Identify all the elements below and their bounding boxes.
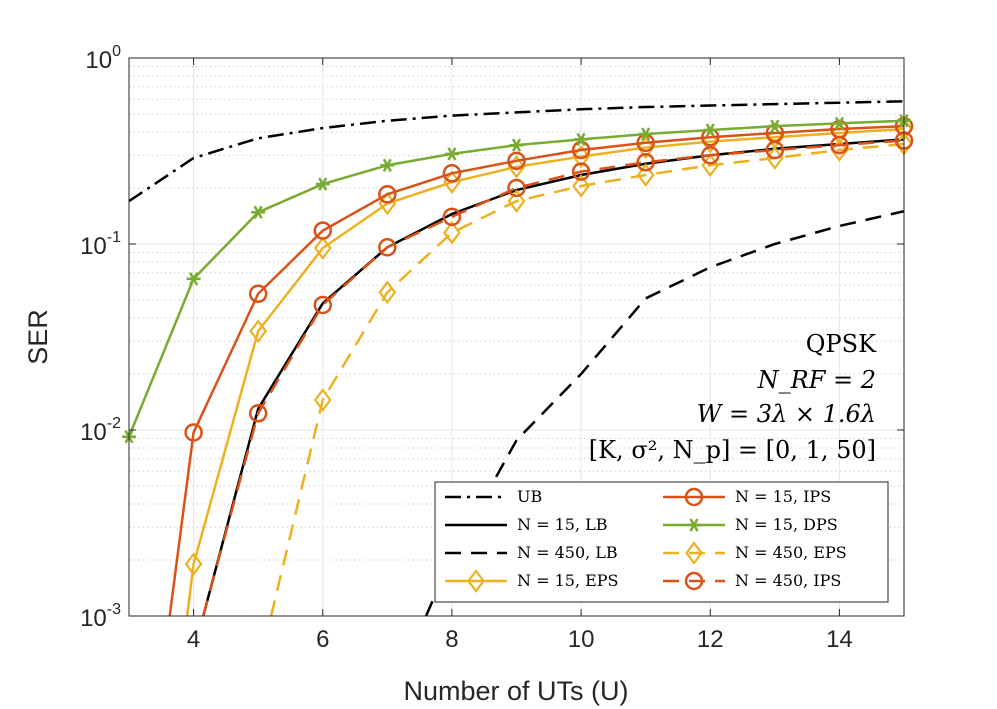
legend-box: [434, 481, 889, 603]
data-point: [767, 119, 782, 133]
legend-marker: [687, 518, 701, 532]
data-point: [638, 127, 653, 141]
legend-entry: N = 450, IPS: [663, 571, 841, 591]
x-tick-label: 12: [697, 626, 724, 653]
data-point: [442, 164, 462, 183]
data-point: [248, 284, 268, 304]
data-point: [507, 151, 526, 171]
annotation-aperture: W = 3λ × 1.6λ: [697, 400, 876, 428]
x-axis-label: Number of UTs (U): [403, 676, 628, 706]
data-point: [636, 163, 655, 187]
tick-marks: [129, 57, 904, 617]
legend-label: N = 450, EPS: [735, 543, 847, 562]
data-point: [832, 116, 847, 131]
data-point: [703, 123, 718, 137]
x-tick-label: 4: [187, 626, 200, 653]
data-point: [574, 132, 589, 147]
annotation-modulation: QPSK: [806, 330, 877, 358]
data-point: [765, 140, 785, 160]
legend-entry: UB: [445, 487, 542, 506]
legend-entry: N = 15, EPS: [445, 569, 619, 593]
series-line: [202, 139, 904, 616]
series-line: [129, 100, 904, 203]
data-point: [313, 388, 332, 412]
y-tick-label: 10-1: [80, 229, 121, 260]
x-tick-label: 14: [826, 626, 853, 653]
y-tick-label: 100: [85, 43, 121, 74]
data-point: [444, 147, 459, 161]
legend-marker: [685, 541, 703, 565]
data-point: [248, 404, 268, 423]
data-point: [313, 295, 332, 315]
y-tick-label: 10-2: [80, 415, 121, 446]
data-point: [184, 423, 203, 442]
plot-frame: [128, 57, 905, 617]
data-point: [186, 272, 201, 286]
legend-label: N = 15, LB: [517, 515, 608, 534]
legend-marker: [684, 487, 704, 507]
data-point: [249, 319, 268, 343]
data-point: [315, 177, 330, 191]
data-point: [571, 162, 591, 181]
y-tick-label: 10-3: [80, 601, 121, 632]
legend-entry: N = 450, LB: [445, 543, 618, 562]
data-point: [380, 158, 395, 172]
data-point: [509, 138, 524, 152]
series-line: [168, 124, 904, 616]
legend-label: UB: [517, 487, 542, 506]
legend-label: N = 15, DPS: [735, 515, 838, 534]
legend-marker: [467, 569, 485, 593]
data-point: [507, 154, 526, 179]
data-point: [313, 221, 332, 240]
legend-marker: [684, 571, 704, 591]
data-point: [572, 174, 590, 198]
legend-label: N = 15, IPS: [735, 487, 831, 506]
data-point: [378, 185, 397, 204]
annotation-params: [K, σ², N_p] = [0, 1, 50]: [589, 436, 876, 464]
x-tick-label: 8: [445, 626, 458, 653]
series-line: [269, 142, 904, 616]
data-point: [378, 238, 397, 257]
annotation-box: QPSK N_RF = 2 W = 3λ × 1.6λ [K, σ², N_p]…: [589, 330, 877, 464]
series-line: [185, 127, 904, 616]
y-tick-labels: 10-3 10-2 10-1 100: [80, 43, 121, 632]
x-tick-labels: 4 6 8 10 12 14: [187, 626, 853, 653]
legend-label: N = 450, LB: [517, 543, 618, 562]
legend-label: N = 450, IPS: [735, 571, 841, 590]
data-point: [830, 135, 849, 155]
data-point: [571, 140, 591, 160]
data-point: [507, 178, 526, 198]
data-point: [572, 144, 590, 169]
data-point: [636, 153, 655, 172]
annotation-nrf: N_RF = 2: [757, 366, 876, 394]
legend-label: N = 15, EPS: [517, 571, 619, 590]
data-point: [701, 146, 720, 165]
data-point: [313, 236, 332, 260]
x-tick-label: 6: [316, 626, 329, 653]
series-0: [129, 100, 904, 203]
data-point: [251, 205, 266, 220]
legend-entry: N = 15, IPS: [663, 487, 831, 507]
data-point: [184, 552, 203, 576]
legend: UB N = 15, IPS N = 15, LB N = 15, DPS N = 45…: [434, 481, 889, 603]
y-axis-label: SER: [23, 309, 53, 365]
legend-entry: N = 15, LB: [445, 515, 608, 534]
data-point: [507, 189, 526, 213]
data-point: [442, 207, 462, 227]
data-point: [378, 280, 397, 305]
x-tick-label: 10: [568, 626, 595, 653]
series-5: [122, 114, 911, 444]
legend-entry: N = 15, DPS: [663, 515, 838, 534]
data-point: [443, 220, 461, 245]
legend-entry: N = 450, EPS: [663, 541, 847, 565]
